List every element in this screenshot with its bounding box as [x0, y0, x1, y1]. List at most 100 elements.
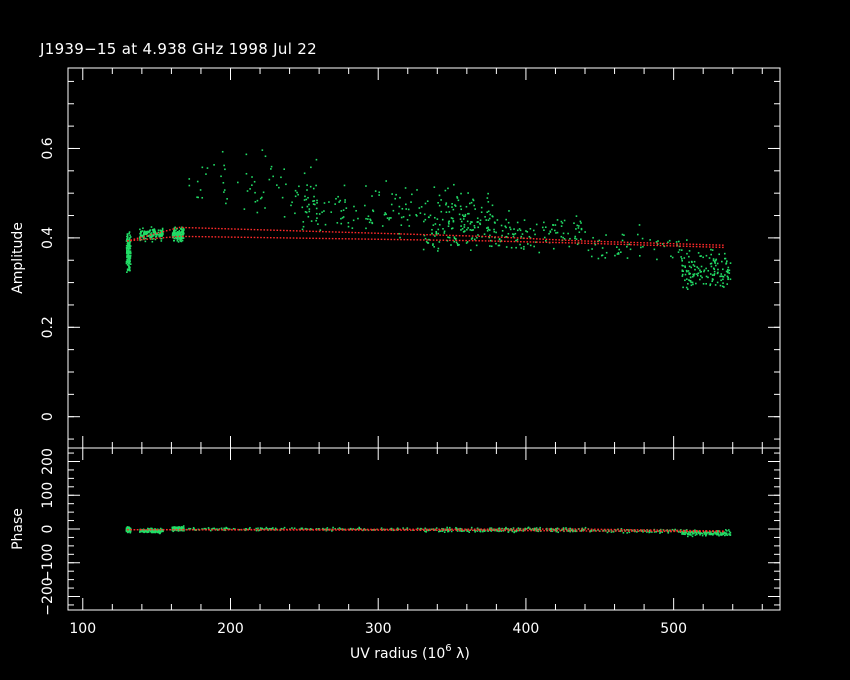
- phase-model-point: [185, 529, 188, 531]
- phase-data-point: [448, 526, 451, 529]
- amplitude-data-point: [157, 231, 160, 234]
- amplitude-model-point: [396, 238, 399, 241]
- amplitude-data-point: [305, 211, 308, 214]
- amplitude-data-point: [692, 264, 695, 266]
- phase-model-point: [562, 530, 565, 532]
- amplitude-data-point: [365, 227, 367, 230]
- phase-data-point: [581, 529, 583, 531]
- amplitude-data-point: [392, 209, 395, 212]
- amplitude-model-point: [256, 236, 259, 239]
- phase-data-point: [726, 530, 728, 532]
- amplitude-model-point: [195, 227, 197, 229]
- amplitude-data-point: [495, 242, 497, 245]
- phase-data-point: [213, 527, 215, 530]
- amplitude-data-point: [722, 278, 724, 281]
- amplitude-data-point: [381, 225, 384, 227]
- amplitude-model-point: [230, 236, 233, 238]
- phase-model-point: [481, 529, 484, 532]
- amplitude-data-point: [447, 221, 450, 223]
- amplitude-data-point: [139, 232, 141, 235]
- amplitude-data-point: [719, 284, 722, 287]
- amplitude-data-point: [696, 274, 699, 277]
- phase-data-point: [139, 531, 141, 533]
- phase-model-point: [607, 528, 609, 531]
- phase-data-point: [283, 526, 286, 529]
- amplitude-model-point: [234, 236, 236, 238]
- phase-data-point: [469, 529, 472, 532]
- amplitude-model-point: [133, 239, 136, 241]
- amplitude-data-point: [188, 178, 191, 180]
- amplitude-data-point: [182, 227, 185, 230]
- amplitude-data-point: [604, 257, 607, 259]
- amplitude-model-point: [325, 231, 327, 233]
- phase-model-point: [402, 528, 405, 530]
- amplitude-data-point: [161, 227, 164, 230]
- phase-data-point: [592, 529, 595, 531]
- amplitude-model-point: [367, 238, 370, 240]
- amplitude-data-point: [677, 251, 680, 253]
- amplitude-model-point: [338, 231, 340, 233]
- amplitude-model-point: [136, 237, 139, 240]
- amplitude-data-point: [283, 215, 286, 218]
- amplitude-data-point: [173, 234, 176, 236]
- amplitude-data-point: [454, 238, 457, 241]
- phase-model-point: [322, 529, 324, 531]
- amplitude-model-point: [266, 229, 269, 231]
- phase-data-point: [461, 530, 463, 533]
- amplitude-model-point: [208, 227, 210, 229]
- phase-data-point: [498, 527, 501, 530]
- amplitude-data-point: [506, 236, 508, 238]
- amplitude-data-point: [711, 278, 714, 280]
- amplitude-data-point: [126, 238, 128, 240]
- phase-data-point: [501, 527, 503, 530]
- amplitude-data-point: [129, 256, 131, 258]
- amplitude-data-point: [426, 242, 429, 244]
- phase-data-point: [392, 529, 395, 532]
- amplitude-model-point: [712, 244, 714, 246]
- amplitude-data-point: [294, 195, 297, 198]
- amplitude-model-point: [276, 229, 279, 231]
- phase-model-point: [580, 528, 583, 530]
- amplitude-model-point: [620, 243, 622, 246]
- amplitude-data-point: [567, 232, 569, 235]
- phase-data-point: [223, 529, 225, 531]
- amplitude-data-point: [493, 221, 496, 224]
- amplitude-data-point: [590, 255, 593, 258]
- phase-data-point: [258, 529, 261, 531]
- amplitude-model-point: [689, 245, 691, 248]
- amplitude-data-point: [594, 243, 597, 246]
- phase-model-point: [525, 528, 528, 530]
- amplitude-data-point: [545, 240, 547, 242]
- amplitude-model-point: [237, 228, 239, 230]
- amplitude-model-point: [146, 238, 149, 240]
- phase-model-point: [470, 528, 473, 530]
- amplitude-data-point: [515, 246, 517, 249]
- phase-data-point: [551, 530, 553, 533]
- phase-model-point: [722, 531, 724, 533]
- phase-data-point: [703, 533, 706, 535]
- phase-data-point: [339, 528, 342, 530]
- amplitude-model-point: [636, 241, 639, 244]
- phase-model-point: [431, 528, 434, 530]
- phase-model-point: [454, 528, 457, 530]
- phase-model-point: [483, 528, 486, 530]
- amplitude-model-point: [289, 229, 292, 232]
- phase-model-point: [670, 530, 672, 533]
- amplitude-data-point: [472, 198, 474, 201]
- phase-model-point: [444, 528, 447, 530]
- amplitude-data-point: [160, 237, 162, 240]
- chart-title: J1939−15 at 4.938 GHz 1998 Jul 22: [40, 40, 317, 58]
- amplitude-model-point: [643, 244, 645, 246]
- amplitude-model-point: [590, 240, 593, 242]
- amplitude-model-point: [481, 240, 484, 242]
- phase-model-point: [582, 530, 584, 532]
- amplitude-data-point: [161, 231, 163, 233]
- amplitude-model-point: [679, 243, 681, 245]
- amplitude-data-point: [297, 193, 299, 196]
- amplitude-model-point: [315, 237, 318, 240]
- x-axis: 100 200 300 400 500: [69, 621, 687, 637]
- phase-model-point: [162, 529, 165, 531]
- amplitude-model-point: [182, 226, 184, 229]
- phase-data-point: [646, 531, 648, 533]
- phase-model-point: [166, 529, 168, 531]
